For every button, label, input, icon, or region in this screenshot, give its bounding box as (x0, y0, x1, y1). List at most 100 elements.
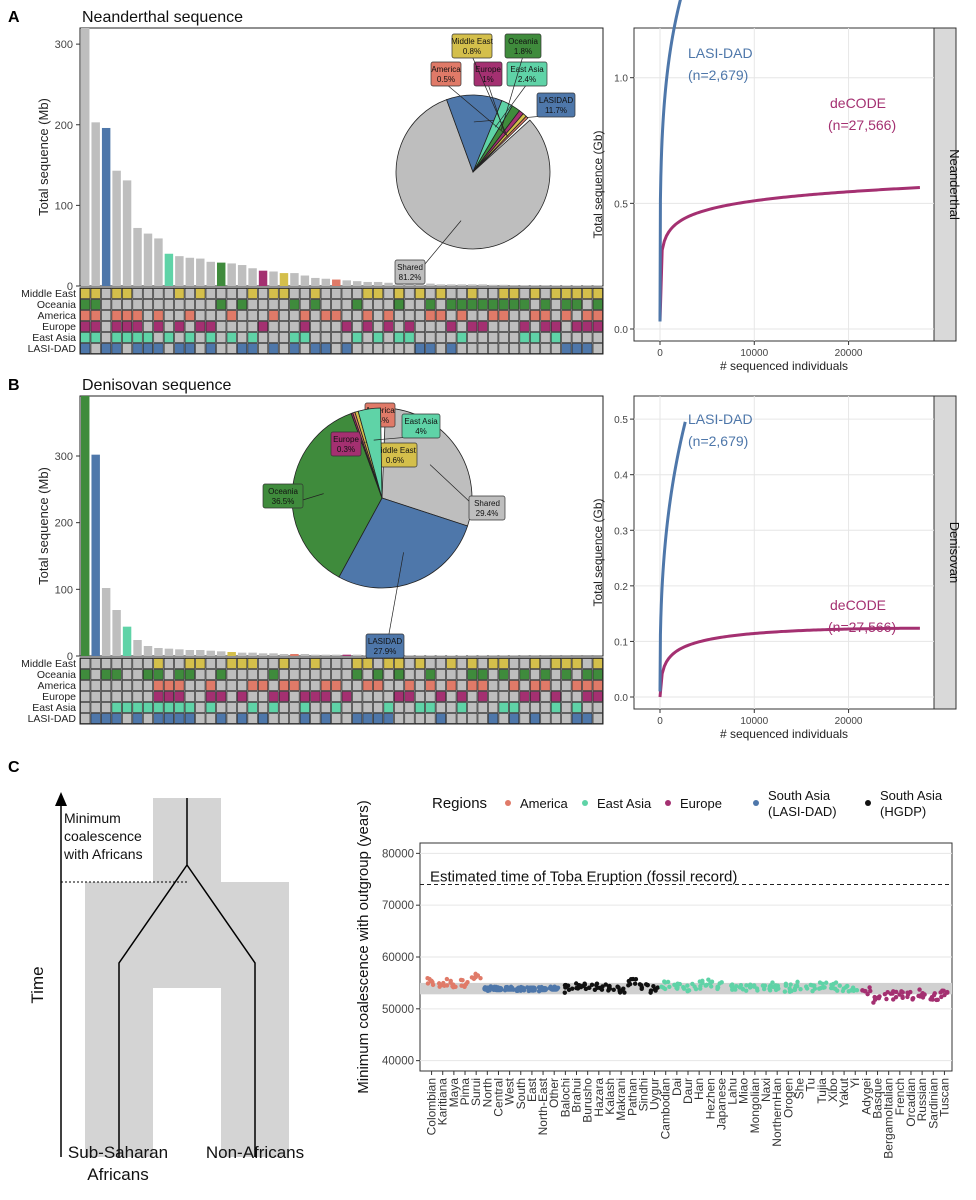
matrix-cell (153, 691, 164, 702)
matrix-cell (592, 343, 603, 354)
matrix-cell (456, 713, 467, 724)
matrix-cell (268, 299, 279, 310)
data-point (783, 983, 789, 988)
matrix-cell (519, 713, 530, 724)
population-label: North-East (536, 1077, 550, 1135)
matrix-cell (456, 332, 467, 343)
pie-label-name: LASIDAD (539, 96, 573, 105)
matrix-cell (237, 343, 248, 354)
matrix-cell (331, 321, 342, 332)
matrix-cell (153, 669, 164, 680)
matrix-cell (519, 299, 530, 310)
matrix-cell (341, 680, 352, 691)
data-point (686, 988, 692, 993)
matrix-cell (488, 658, 499, 669)
matrix-cell (383, 343, 394, 354)
matrix-cell (320, 321, 331, 332)
matrix-cell (101, 658, 112, 669)
matrix-cell (435, 669, 446, 680)
matrix-cell (237, 332, 248, 343)
matrix-cell (373, 310, 384, 321)
matrix-cell (132, 299, 143, 310)
matrix-cell (488, 321, 499, 332)
matrix-cell (247, 680, 258, 691)
bar (300, 654, 310, 656)
data-point (606, 986, 612, 992)
curve-x-tick-label: 0 (657, 348, 663, 359)
matrix-cell (247, 332, 258, 343)
matrix-cell (456, 288, 467, 299)
matrix-cell (393, 669, 405, 680)
matrix-cell (163, 299, 174, 310)
matrix-cell (550, 288, 561, 299)
matrix-cell (174, 310, 185, 321)
matrix-cell (195, 332, 206, 343)
matrix-cell (237, 288, 248, 299)
pie-label-name: America (431, 65, 461, 74)
matrix-cell (268, 332, 279, 343)
matrix-cell (163, 332, 174, 343)
bar (206, 650, 215, 656)
matrix-cell (404, 713, 415, 724)
matrix-cell (435, 702, 446, 713)
data-point (562, 990, 567, 995)
population-label: Yi (848, 1078, 862, 1088)
matrix-cell (289, 343, 300, 354)
bar (185, 650, 195, 656)
matrix-cell (456, 321, 467, 332)
matrix-cell (320, 680, 331, 691)
matrix-cell (310, 343, 321, 354)
lasidad-curve-n: (n=2,679) (688, 433, 748, 449)
curve-y-tick-label: 0.2 (614, 582, 628, 593)
matrix-cell (446, 288, 457, 299)
bar (447, 655, 456, 656)
matrix-cell (247, 669, 258, 680)
matrix-frame (79, 287, 604, 355)
data-point-cluster (526, 985, 537, 992)
curve-y-tick-label: 0.0 (614, 325, 628, 336)
matrix-cell (362, 299, 373, 310)
matrix-cell (425, 310, 436, 321)
matrix-cell (540, 669, 551, 680)
matrix-cell (258, 669, 269, 680)
matrix-cell (529, 702, 541, 713)
curve-x-tick-label: 0 (657, 716, 663, 727)
matrix-cell (341, 288, 352, 299)
curve-y-tick-label: 1.0 (614, 74, 628, 85)
matrix-cell (404, 299, 415, 310)
matrix-cell (509, 702, 520, 713)
matrix-cell (352, 702, 363, 713)
matrix-cell (153, 288, 164, 299)
matrix-cell (195, 713, 206, 724)
data-point (876, 995, 881, 1000)
matrix-cell (320, 299, 331, 310)
matrix-cell (320, 343, 331, 354)
time-label: Time (28, 966, 47, 1003)
matrix-cell (477, 658, 488, 669)
matrix-cell (362, 332, 373, 343)
legend-label-line1: South Asia (768, 788, 831, 803)
pie-label-name: East Asia (510, 65, 544, 74)
data-point-cluster (538, 986, 549, 993)
matrix-cell (80, 680, 91, 691)
matrix-cell (142, 713, 154, 724)
data-point (430, 982, 436, 988)
matrix-cell (132, 713, 143, 724)
data-point (616, 985, 621, 990)
data-point (667, 984, 672, 989)
data-point (940, 988, 945, 993)
data-point (743, 988, 749, 993)
matrix-cell (362, 658, 373, 669)
matrix-cell (90, 343, 101, 354)
matrix-cell (184, 669, 195, 680)
population-label: Dai (670, 1078, 684, 1096)
matrix-cell (383, 691, 394, 702)
matrix-cell (237, 669, 248, 680)
matrix-cell (571, 680, 582, 691)
matrix-cell (509, 332, 520, 343)
matrix-cell (122, 310, 133, 321)
lasidad-curve-label: LASI-DAD (688, 45, 753, 61)
matrix-cell (247, 288, 258, 299)
data-point (648, 990, 653, 995)
bar (112, 610, 121, 656)
